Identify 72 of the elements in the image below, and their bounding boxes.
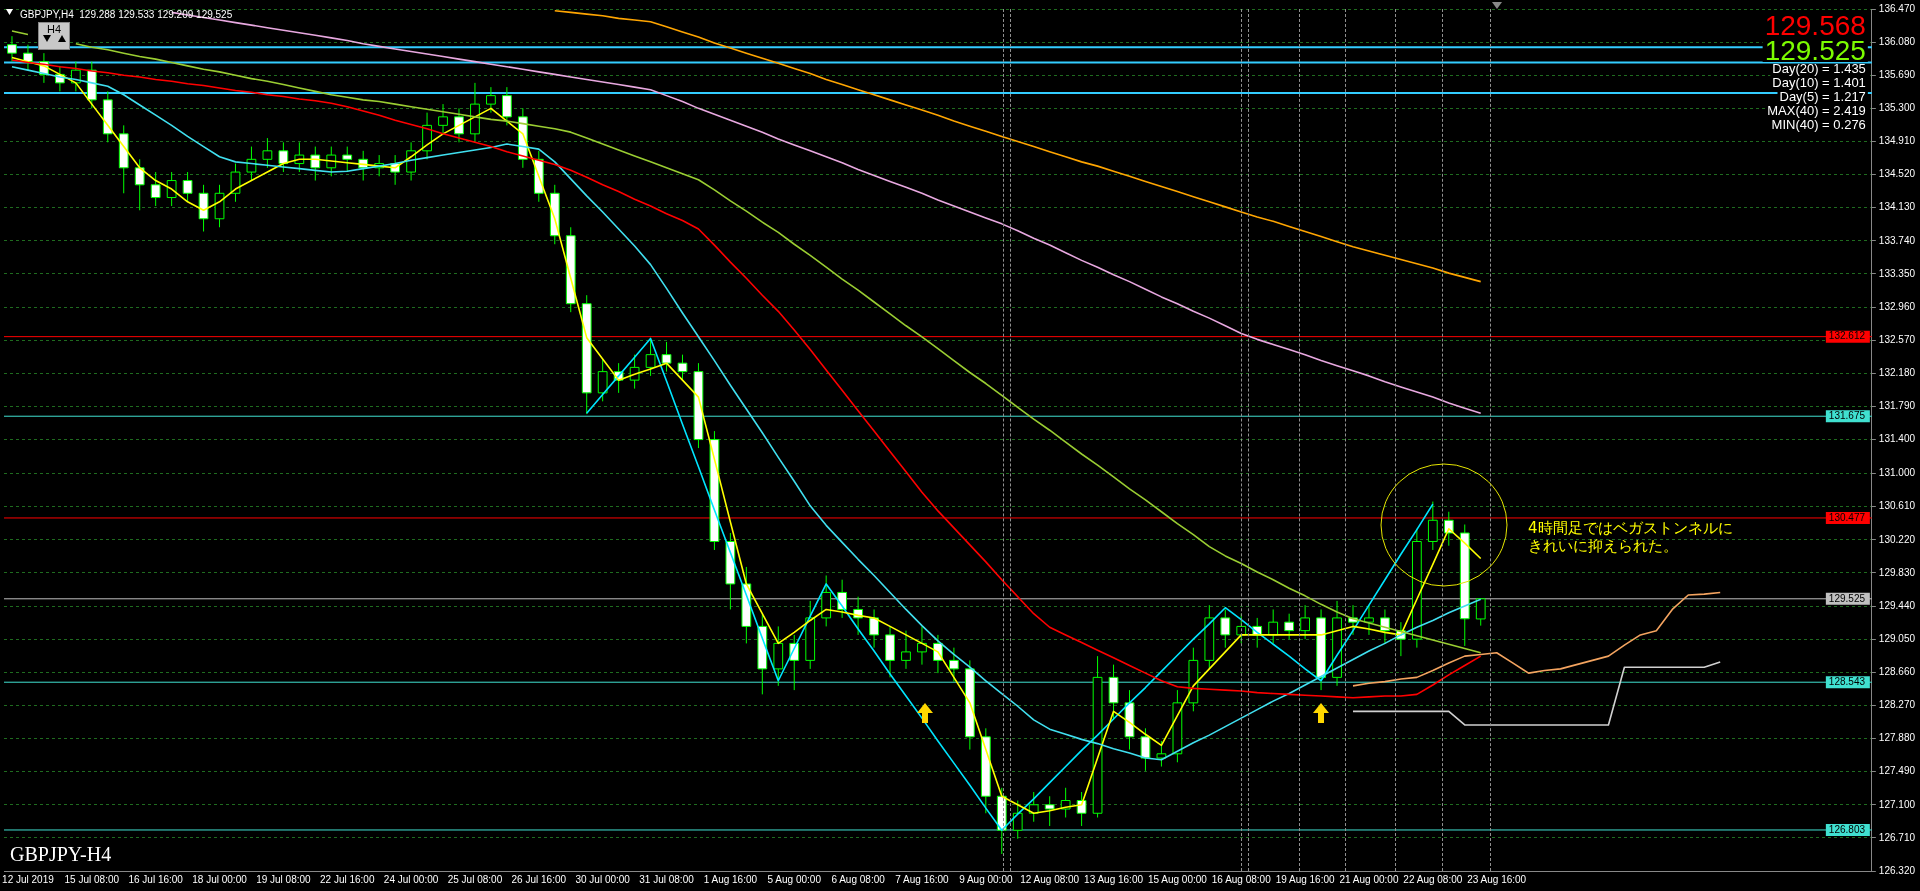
x-tick-label: 21 Aug 00:00	[1339, 873, 1399, 885]
x-tick-label: 30 Jul 00:00	[575, 873, 631, 885]
y-tick-label: 132.570	[1878, 333, 1916, 345]
y-tick-label: 127.880	[1878, 732, 1916, 744]
y-tick-label: 131.000	[1878, 467, 1916, 479]
ref-line-label: 126.803	[1828, 823, 1866, 835]
y-tick-label: 130.220	[1878, 533, 1916, 545]
y-tick-label: 126.710	[1878, 831, 1916, 843]
y-tick-label: 135.300	[1878, 102, 1916, 114]
x-tick-label: 31 Jul 08:00	[639, 873, 695, 885]
y-tick-label: 130.610	[1878, 500, 1916, 512]
ref-line-label: 132.612	[1828, 330, 1866, 342]
ref-line-label: 128.543	[1828, 675, 1866, 687]
x-tick-label: 5 Aug 00:00	[767, 873, 822, 885]
x-tick-label: 1 Aug 16:00	[703, 873, 758, 885]
y-tick-label: 128.660	[1878, 666, 1916, 678]
timeframe-selector: H4	[38, 22, 70, 50]
ref-line-label: 129.525	[1828, 592, 1866, 604]
x-tick-label: 6 Aug 08:00	[831, 873, 886, 885]
annotation: Day(5) = 1.217	[1779, 89, 1866, 105]
y-tick-label: 133.350	[1878, 267, 1916, 279]
x-tick-label: 9 Aug 00:00	[959, 873, 1013, 885]
x-tick-label: 23 Aug 16:00	[1467, 873, 1527, 885]
y-tick-label: 132.180	[1878, 367, 1916, 379]
x-tick-label: 18 Jul 00:00	[192, 873, 248, 885]
y-tick-label: 127.100	[1878, 798, 1916, 810]
x-tick-label: 22 Jul 16:00	[319, 873, 375, 885]
x-tick-label: 25 Jul 08:00	[447, 873, 503, 885]
annotation: 129.568	[1764, 9, 1866, 41]
x-tick-label: 24 Jul 00:00	[383, 873, 439, 885]
ref-line-label: 131.675	[1828, 409, 1866, 421]
y-tick-label: 133.740	[1878, 234, 1916, 246]
y-tick-label: 134.910	[1878, 135, 1916, 147]
y-tick-label: 134.520	[1878, 168, 1916, 180]
x-tick-label: 26 Jul 16:00	[511, 873, 567, 885]
candlestick	[486, 86, 496, 114]
y-tick-label: 128.270	[1878, 699, 1916, 711]
x-tick-label: 16 Aug 08:00	[1211, 873, 1272, 885]
y-tick-label: 134.130	[1878, 201, 1916, 213]
ref-line-label: 130.477	[1828, 511, 1866, 523]
x-tick-label: 16 Jul 16:00	[128, 873, 184, 885]
candlestick	[7, 35, 17, 63]
annotation: H4	[45, 23, 63, 35]
y-tick-label: 126.320	[1878, 864, 1916, 876]
annotation: MAX(40) = 2.419	[1767, 103, 1866, 119]
annotation: Day(20) = 1.435	[1772, 61, 1866, 77]
y-tick-label: 129.050	[1878, 632, 1916, 644]
x-tick-label: 19 Jul 08:00	[256, 873, 312, 885]
annotation: MIN(40) = 0.276	[1771, 117, 1866, 133]
x-tick-label: 7 Aug 16:00	[895, 873, 950, 885]
x-tick-label: 15 Jul 08:00	[64, 873, 120, 885]
y-tick-label: 135.690	[1878, 68, 1916, 80]
x-tick-label: 12 Jul 2019	[2, 873, 55, 885]
x-tick-label: 15 Aug 00:00	[1147, 873, 1208, 885]
x-tick-label: 13 Aug 16:00	[1084, 873, 1144, 885]
y-tick-label: 132.960	[1878, 300, 1916, 312]
x-tick-label: 22 Aug 08:00	[1403, 873, 1463, 885]
candlestick	[1364, 604, 1374, 636]
y-tick-label: 127.490	[1878, 765, 1916, 777]
y-tick-label: 136.470	[1878, 2, 1916, 14]
x-tick-label: 19 Aug 16:00	[1275, 873, 1336, 885]
candlestick	[901, 630, 911, 670]
annotation: Day(10) = 1.401	[1772, 75, 1866, 91]
annotation: 4時間足ではベガストンネルにきれいに抑えられた。	[1528, 519, 1733, 556]
y-tick-label: 136.080	[1878, 35, 1916, 47]
candlestick	[438, 103, 448, 135]
x-tick-label: 12 Aug 08:00	[1020, 873, 1080, 885]
y-tick-label: 131.790	[1878, 400, 1916, 412]
y-tick-label: 131.400	[1878, 433, 1916, 445]
y-tick-label: 129.830	[1878, 566, 1916, 578]
text: GBPJPY-H4	[10, 843, 112, 865]
y-tick-label: 129.440	[1878, 599, 1916, 611]
